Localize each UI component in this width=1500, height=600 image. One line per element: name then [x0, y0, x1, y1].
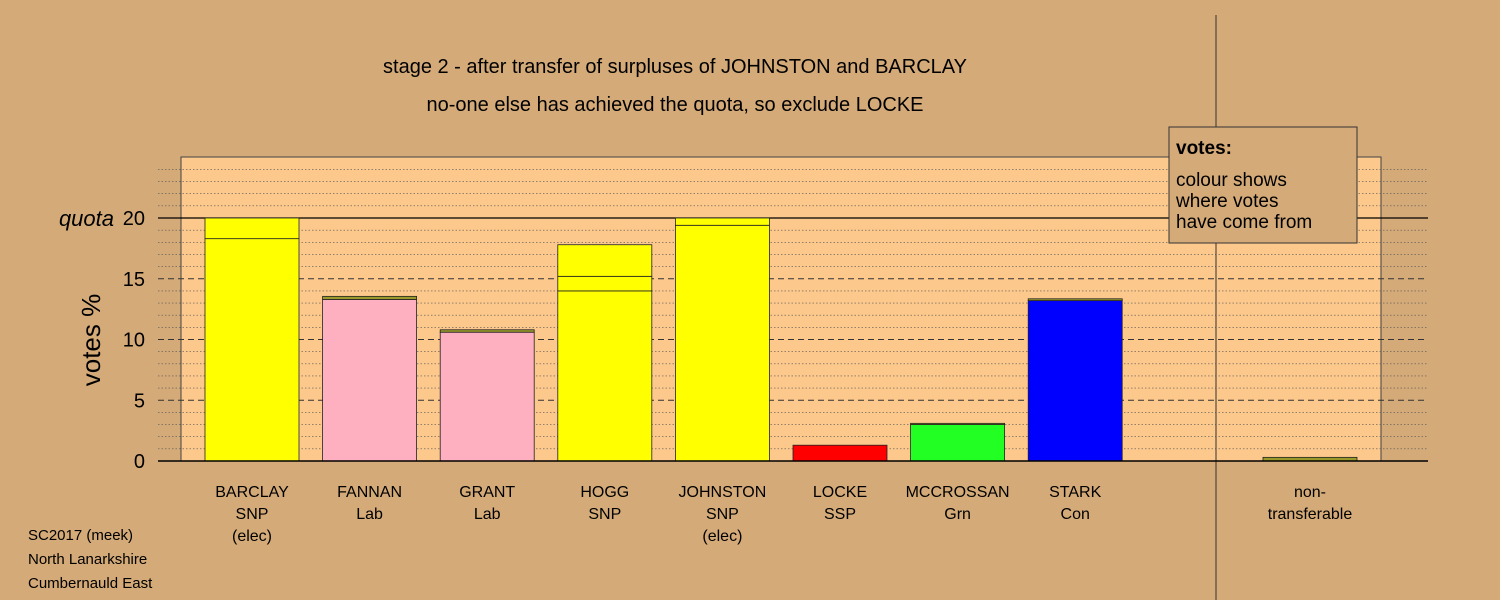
x-tick-label: STARK [1049, 484, 1101, 501]
y-tick-label: 0 [134, 451, 145, 473]
bar-segment-fannan [322, 295, 418, 300]
chart-title-line-2: no-one else has achieved the quota, so e… [427, 94, 924, 116]
bar-segment-locke [792, 444, 888, 462]
x-tick-label: SNP [706, 506, 739, 523]
x-tick-label: Con [1061, 506, 1090, 523]
y-tick-label: 5 [134, 390, 145, 412]
x-tick-label: BARCLAY [215, 484, 289, 501]
bar-segment-hogg [557, 290, 653, 462]
chart-title-line-1: stage 2 - after transfer of surpluses of… [383, 56, 967, 78]
quota-label: quota [59, 206, 114, 231]
footer-line-3: Cumbernauld East [28, 575, 153, 592]
x-tick-label: HOGG [580, 484, 629, 501]
x-tick-label: Grn [944, 506, 971, 523]
x-tick-label: (elec) [702, 528, 742, 545]
legend-line-3: have come from [1176, 212, 1312, 233]
legend-box [1168, 126, 1358, 244]
y-tick-label: 10 [123, 330, 145, 352]
bar-segment-barclay [204, 238, 300, 462]
bar-segment-hogg [557, 275, 653, 292]
y-axis: 0 5 10 15 20 quota [59, 206, 1428, 473]
bar-segment-barclay [204, 217, 300, 240]
bars [204, 217, 1358, 462]
y-tick-label: 20 [123, 208, 145, 230]
x-tick-label: SNP [588, 506, 621, 523]
x-tick-label: SNP [236, 506, 269, 523]
x-tick-label: LOCKE [813, 484, 867, 501]
footer-line-1: SC2017 (meek) [28, 527, 133, 544]
y-tick-label: 15 [123, 269, 145, 291]
x-tick-label: JOHNSTON [679, 484, 767, 501]
legend: votes: colour shows where votes have com… [1168, 126, 1358, 244]
legend-line-1: colour shows [1176, 170, 1287, 191]
x-tick-label: GRANT [459, 484, 515, 501]
y-axis-label: votes % [76, 294, 106, 387]
x-axis-labels: BARCLAY SNP (elec) FANNAN Lab GRANT Lab HOGG SNP… [215, 484, 1352, 545]
x-tick-label: MCCROSSAN [906, 484, 1010, 501]
x-tick-label: FANNAN [337, 484, 402, 501]
bar-segment-johnston [675, 217, 770, 226]
bar-segment-grant [439, 329, 535, 333]
x-tick-label-nontransferable: non- [1294, 484, 1326, 501]
bar-segment-stark [1027, 300, 1123, 462]
bar-segment-stark [1027, 298, 1123, 302]
legend-title: votes: [1176, 138, 1232, 159]
x-tick-label: Lab [356, 506, 383, 523]
bar-segment-johnston [675, 224, 770, 462]
x-tick-label: Lab [474, 506, 501, 523]
x-tick-label: SSP [824, 506, 856, 523]
x-tick-label-nontransferable: transferable [1268, 506, 1353, 523]
legend-line-2: where votes [1175, 191, 1278, 212]
bar-segment-fannan [322, 299, 418, 462]
bar-segment-grant [439, 331, 535, 462]
footer-line-2: North Lanarkshire [28, 551, 147, 568]
x-tick-label: (elec) [232, 528, 272, 545]
bar-segment-mccrossan [910, 422, 1005, 425]
bar-segment-hogg [557, 244, 653, 277]
bar-segment-mccrossan [910, 424, 1005, 462]
